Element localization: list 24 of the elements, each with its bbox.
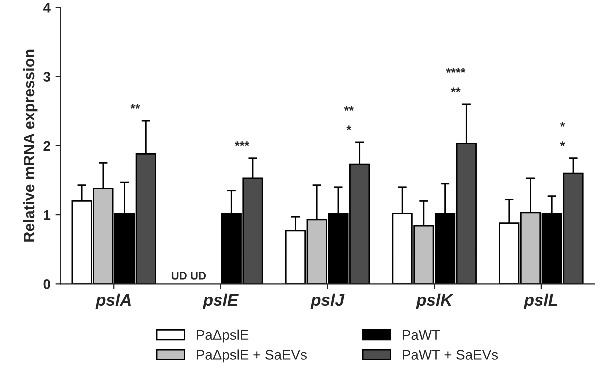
y-tick-label: 2 — [44, 141, 50, 151]
x-tick-label: pslJ — [310, 294, 345, 310]
legend-label: PaWT + SaEVs — [403, 350, 498, 360]
annotation: * — [560, 142, 566, 146]
annotation: **** — [446, 68, 466, 74]
x-tick-label: pslE — [202, 294, 239, 310]
legend-label: PaΔpslE — [197, 330, 249, 343]
annotation: * — [346, 126, 352, 130]
y-tick-label: 4 — [43, 3, 51, 13]
annotation: * — [560, 122, 566, 127]
legend-label: PaΔpslE + SaEVs — [197, 350, 307, 363]
annotation: ** — [344, 106, 354, 112]
x-tick-label: pslK — [416, 294, 454, 310]
x-tick-label: pslL — [524, 294, 558, 310]
annotation: ** — [451, 88, 461, 92]
y-axis-title: Relative mRNA expression — [23, 50, 38, 242]
y-tick-label: 0 — [44, 279, 50, 290]
annotation: *** — [235, 142, 250, 146]
annotation: UD UD — [172, 272, 206, 280]
y-tick-label: 3 — [44, 72, 50, 82]
y-tick-label: 1 — [44, 210, 51, 220]
legend-label: PaWT — [403, 330, 440, 340]
x-tick-label: pslA — [96, 294, 131, 310]
annotation: ** — [130, 104, 140, 109]
